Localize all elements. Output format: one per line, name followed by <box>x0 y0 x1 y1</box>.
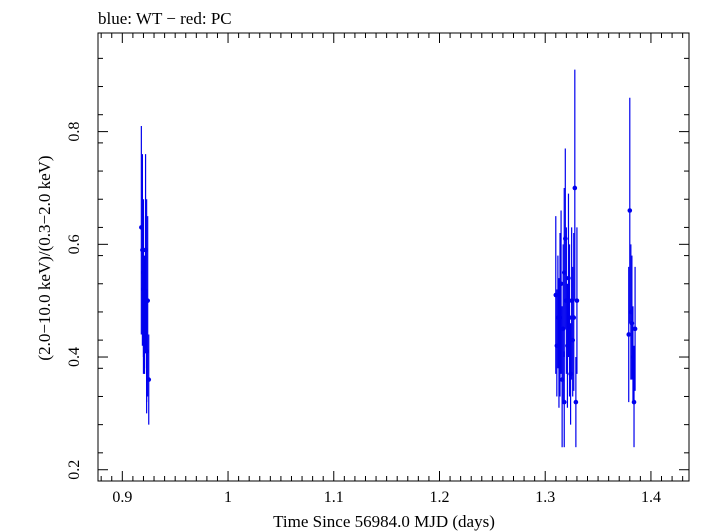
data-point <box>574 298 580 303</box>
data-point <box>571 315 577 320</box>
chart-title: blue: WT − red: PC <box>98 9 232 28</box>
x-tick-label: 1.4 <box>641 489 661 506</box>
y-tick-label: 0.4 <box>66 347 83 367</box>
x-tick-label: 1.2 <box>429 489 449 506</box>
data-point <box>573 399 579 405</box>
x-tick-label: 1.1 <box>324 489 344 506</box>
y-tick-label: 0.6 <box>66 234 83 254</box>
data-point <box>145 298 150 303</box>
y-tick-label: 0.8 <box>66 122 83 142</box>
x-tick-label: 1 <box>224 489 232 506</box>
data-series-wt <box>139 69 638 448</box>
data-point <box>632 326 638 332</box>
data-point <box>146 377 152 382</box>
data-point <box>627 208 633 213</box>
x-tick-label: 1.3 <box>535 489 555 506</box>
axis-ticks <box>98 33 689 482</box>
data-point <box>631 399 637 405</box>
data-point <box>561 399 567 405</box>
y-axis-label: (2.0−10.0 keV)/(0.3−2.0 keV) <box>35 155 54 360</box>
data-point <box>572 185 578 191</box>
x-tick-label: 0.9 <box>112 489 132 506</box>
data-point <box>558 281 564 287</box>
data-point <box>626 332 632 337</box>
data-point <box>567 315 572 320</box>
y-tick-label: 0.2 <box>66 460 83 480</box>
axis-tick-labels: 0.9 1 1.1 1.2 1.3 1.4 0.2 0.4 0.6 0.8 <box>66 122 661 506</box>
plot-frame <box>97 32 690 482</box>
x-axis-label: Time Since 56984.0 MJD (days) <box>273 512 495 531</box>
